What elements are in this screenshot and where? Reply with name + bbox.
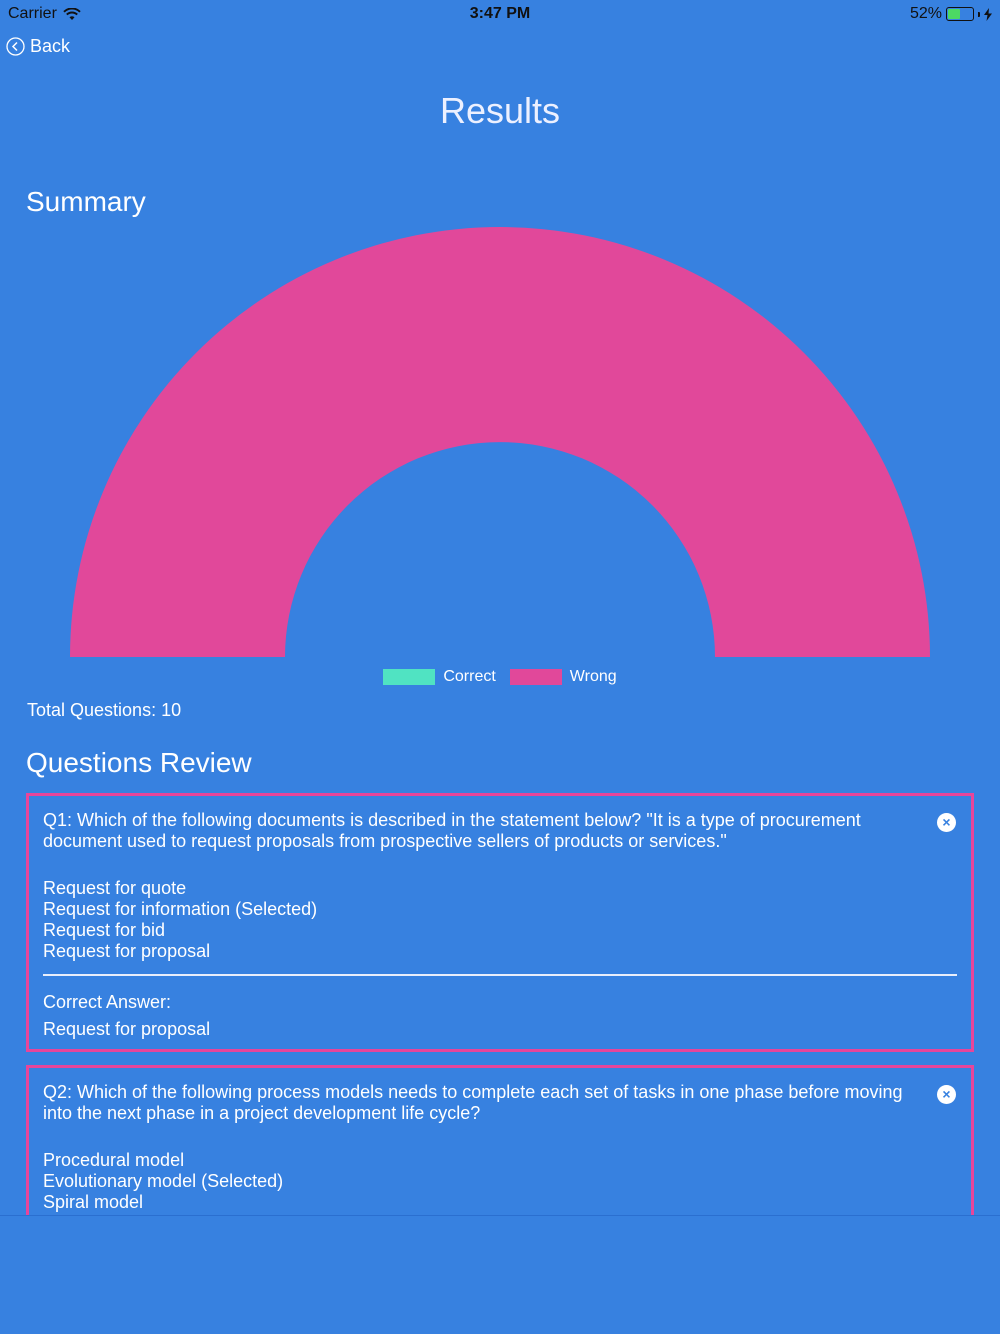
question-card: Q1: Which of the following documents is … xyxy=(26,793,974,1052)
answer-option: Request for bid xyxy=(43,920,166,940)
correct-answer-label: Correct Answer: xyxy=(43,992,172,1012)
chart-slice-wrong xyxy=(70,227,930,657)
back-button[interactable]: Back xyxy=(6,33,70,59)
status-time: 3:47 PM xyxy=(469,5,531,22)
battery-indicator: 52% xyxy=(910,5,992,23)
close-circle-icon[interactable]: × xyxy=(937,1085,956,1104)
legend-label-correct: Correct xyxy=(443,668,496,685)
legend-item-wrong: Wrong xyxy=(509,668,617,686)
divider xyxy=(43,974,957,976)
legend-label-wrong: Wrong xyxy=(569,668,617,685)
answer-options: Request for quote Request for informatio… xyxy=(43,878,957,962)
close-circle-icon[interactable]: × xyxy=(937,813,956,832)
answer-option: Request for proposal xyxy=(43,941,211,961)
battery-percent: 52% xyxy=(909,5,942,22)
legend-swatch-correct xyxy=(383,669,436,685)
wifi-icon xyxy=(63,7,81,20)
correct-answer-value: Request for proposal xyxy=(43,1019,211,1039)
carrier-indicator: Carrier xyxy=(8,5,81,23)
status-bar: Carrier 3:47 PM 52% xyxy=(0,0,1000,28)
answer-option: Request for information (Selected) xyxy=(43,899,318,919)
charging-bolt-icon xyxy=(984,7,992,21)
answer-option: Evolutionary model (Selected) xyxy=(43,1171,284,1191)
summary-chart xyxy=(0,220,1000,670)
legend-item-correct: Correct xyxy=(383,668,496,686)
chevron-left-circle-icon xyxy=(6,36,25,56)
question-text: Q1: Which of the following documents is … xyxy=(43,810,861,851)
answer-option: Spiral model xyxy=(43,1192,144,1212)
summary-chart-svg xyxy=(70,227,930,657)
answer-option: Request for quote xyxy=(43,878,187,898)
legend-swatch-wrong xyxy=(509,669,562,685)
battery-icon xyxy=(946,7,974,21)
chart-legend: Correct Wrong xyxy=(0,668,1000,686)
answer-option: Procedural model xyxy=(43,1150,185,1170)
total-questions: Total Questions: 10 xyxy=(27,700,182,720)
summary-heading: Summary xyxy=(26,186,146,217)
back-label: Back xyxy=(30,35,71,56)
question-text: Q2: Which of the following process model… xyxy=(43,1082,903,1123)
answer-options: Procedural model Evolutionary model (Sel… xyxy=(43,1150,957,1213)
bottom-bar xyxy=(0,1215,1000,1334)
carrier-label: Carrier xyxy=(8,5,57,22)
page-title: Results xyxy=(439,90,561,131)
questions-review-heading: Questions Review xyxy=(26,747,252,778)
